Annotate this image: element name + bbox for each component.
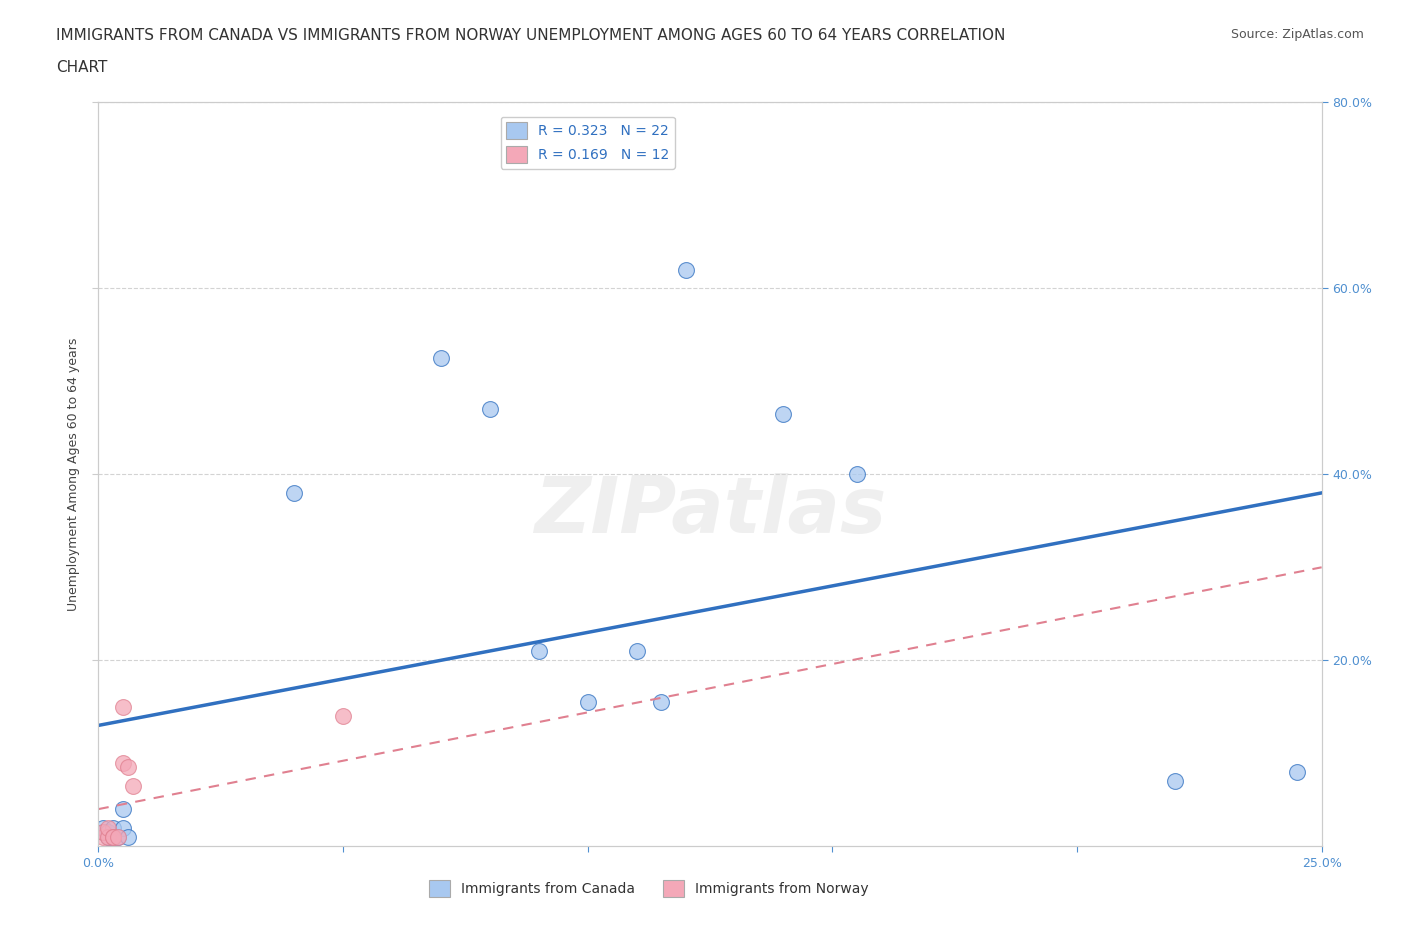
Point xyxy=(675,262,697,277)
Point xyxy=(91,830,114,844)
Point xyxy=(650,695,672,710)
Point xyxy=(117,760,139,775)
Point xyxy=(91,825,114,840)
Point xyxy=(478,402,501,417)
Point xyxy=(111,699,134,714)
Point xyxy=(772,406,794,421)
Point xyxy=(91,825,114,840)
Point xyxy=(576,695,599,710)
Point xyxy=(527,644,550,658)
Y-axis label: Unemployment Among Ages 60 to 64 years: Unemployment Among Ages 60 to 64 years xyxy=(66,338,80,611)
Text: ZIPatlas: ZIPatlas xyxy=(534,473,886,550)
Point xyxy=(1286,764,1309,779)
Text: Source: ZipAtlas.com: Source: ZipAtlas.com xyxy=(1230,28,1364,41)
Point xyxy=(111,820,134,835)
Point xyxy=(107,830,129,844)
Point xyxy=(430,351,453,365)
Point xyxy=(283,485,305,500)
Point xyxy=(91,820,114,835)
Point xyxy=(101,820,124,835)
Text: CHART: CHART xyxy=(56,60,108,75)
Point xyxy=(845,467,868,482)
Point xyxy=(97,825,120,840)
Point xyxy=(111,755,134,770)
Legend: Immigrants from Canada, Immigrants from Norway: Immigrants from Canada, Immigrants from … xyxy=(423,874,875,903)
Text: IMMIGRANTS FROM CANADA VS IMMIGRANTS FROM NORWAY UNEMPLOYMENT AMONG AGES 60 TO 6: IMMIGRANTS FROM CANADA VS IMMIGRANTS FRO… xyxy=(56,28,1005,43)
Point xyxy=(97,820,120,835)
Point xyxy=(101,830,124,844)
Point xyxy=(97,830,120,844)
Point xyxy=(117,830,139,844)
Point xyxy=(332,709,354,724)
Point xyxy=(101,830,124,844)
Point xyxy=(121,778,143,793)
Point xyxy=(111,802,134,817)
Point xyxy=(107,830,129,844)
Point xyxy=(97,830,120,844)
Point xyxy=(626,644,648,658)
Point xyxy=(101,830,124,844)
Point xyxy=(1164,774,1187,789)
